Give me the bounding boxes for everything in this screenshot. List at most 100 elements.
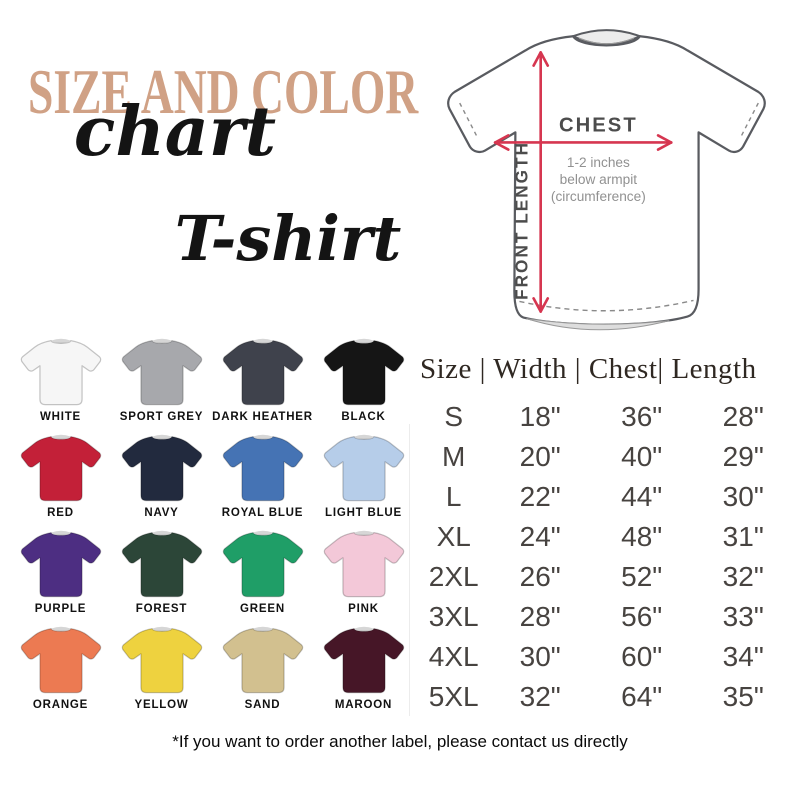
- cell-width: 32": [519, 681, 561, 712]
- swatch-orange: ORANGE: [10, 622, 111, 718]
- cell-length: 31": [722, 521, 764, 552]
- tshirt-swatch-image: [323, 626, 404, 694]
- title-tshirt: T-shirt: [174, 202, 402, 275]
- cell-chest: 48": [621, 521, 663, 552]
- tshirt-swatch-image: [20, 338, 101, 406]
- tshirt-swatch-image: [222, 626, 303, 694]
- chest-note-line2: below armpit: [560, 172, 638, 187]
- swatch-light-blue: LIGHT BLUE: [313, 430, 414, 526]
- cell-size: 4XL: [428, 641, 479, 672]
- swatch-sand: SAND: [212, 622, 313, 718]
- cell-width: 22": [519, 481, 561, 512]
- tshirt-swatch-image: [121, 530, 202, 598]
- swatch-purple: PURPLE: [10, 526, 111, 622]
- swatch-black: BLACK: [313, 334, 414, 430]
- cell-length: 32": [722, 561, 764, 592]
- swatch-label: PINK: [348, 603, 379, 615]
- size-table-header: Size | Width | Chest| Length: [420, 353, 757, 385]
- size-row-m: M 20" 40" 29": [418, 437, 794, 477]
- size-row-3xl: 3XL 28" 56" 33": [418, 597, 794, 637]
- title-size-and-color: SIZE AND COLOR: [28, 57, 419, 128]
- cell-chest: 52": [621, 561, 663, 592]
- swatch-label: RED: [47, 507, 74, 519]
- tshirt-swatch-image: [323, 434, 404, 502]
- tshirt-measurement-diagram: CHEST 1-2 inches below armpit (circumfer…: [447, 29, 766, 331]
- swatch-label: MAROON: [334, 699, 393, 711]
- size-table-rows: S 18" 36" 28" M 20" 40" 29" L 22" 44" 30…: [418, 397, 794, 717]
- swatch-navy: NAVY: [111, 430, 212, 526]
- cell-chest: 56": [621, 601, 663, 632]
- front-length-arrow: [532, 51, 550, 313]
- swatch-pink: PINK: [313, 526, 414, 622]
- size-row-2xl: 2XL 26" 52" 32": [418, 557, 794, 597]
- swatch-label: ROYAL BLUE: [221, 507, 304, 519]
- swatch-dark-heather: DARK HEATHER: [212, 334, 313, 430]
- collar-stitch-line: [578, 37, 635, 45]
- swatch-royal-blue: ROYAL BLUE: [212, 430, 313, 526]
- tshirt-swatch-image: [222, 338, 303, 406]
- tshirt-outline: [447, 35, 766, 326]
- tshirt-swatch-image: [20, 530, 101, 598]
- tshirt-back-hem: [526, 318, 670, 331]
- size-table: Size | Width | Chest| Length S 18" 36" 2…: [418, 353, 794, 717]
- swatch-label: GREEN: [240, 603, 285, 615]
- cell-length: 34": [722, 641, 764, 672]
- title-chart: chart: [73, 92, 277, 172]
- cell-size: S: [444, 401, 464, 432]
- cell-size: 2XL: [428, 561, 479, 592]
- swatch-label: LIGHT BLUE: [325, 507, 402, 519]
- cell-chest: 40": [621, 441, 663, 472]
- cell-length: 28": [722, 401, 764, 432]
- tshirt-swatch-image: [121, 626, 202, 694]
- tshirt-swatch-image: [222, 434, 303, 502]
- cell-width: 26": [519, 561, 561, 592]
- cell-chest: 60": [621, 641, 663, 672]
- cell-length: 29": [722, 441, 764, 472]
- cell-chest: 64": [621, 681, 663, 712]
- front-length-label: FRONT LENGTH: [512, 141, 532, 300]
- cell-length: 33": [722, 601, 764, 632]
- cell-chest: 44": [621, 481, 663, 512]
- cell-width: 28": [519, 601, 561, 632]
- swatch-label: BLACK: [341, 411, 386, 423]
- size-row-s: S 18" 36" 28": [418, 397, 794, 437]
- cell-width: 30": [519, 641, 561, 672]
- swatch-sport-grey: SPORT GREY: [111, 334, 212, 430]
- swatch-label: NAVY: [144, 507, 179, 519]
- cell-width: 20": [519, 441, 561, 472]
- color-swatch-grid: WHITE SPORT GREY DARK HEATHER BLACK RED …: [10, 334, 414, 718]
- cell-size: 3XL: [428, 601, 479, 632]
- swatch-label: ORANGE: [32, 699, 89, 711]
- chest-note-line3: (circumference): [551, 189, 646, 204]
- swatch-label: SAND: [244, 699, 281, 711]
- tshirt-swatch-image: [222, 530, 303, 598]
- tshirt-swatch-image: [323, 530, 404, 598]
- tshirt-swatch-image: [323, 338, 404, 406]
- swatch-label: SPORT GREY: [119, 411, 204, 423]
- swatch-label: YELLOW: [134, 699, 189, 711]
- tshirt-swatch-image: [20, 626, 101, 694]
- size-row-xl: XL 24" 48" 31": [418, 517, 794, 557]
- tshirt-swatch-image: [20, 434, 101, 502]
- swatch-yellow: YELLOW: [111, 622, 212, 718]
- size-row-l: L 22" 44" 30": [418, 477, 794, 517]
- left-sleeve-stitch: [459, 102, 478, 137]
- cell-size: 5XL: [428, 681, 479, 712]
- chest-arrow: [493, 134, 673, 151]
- size-row-5xl: 5XL 32" 64" 35": [418, 677, 794, 717]
- swatch-label: FOREST: [135, 603, 188, 615]
- size-row-4xl: 4XL 30" 60" 34": [418, 637, 794, 677]
- tshirt-swatch-image: [121, 338, 202, 406]
- swatch-red: RED: [10, 430, 111, 526]
- swatch-label: PURPLE: [34, 603, 87, 615]
- cell-length: 30": [722, 481, 764, 512]
- cell-length: 35": [722, 681, 764, 712]
- cell-size: M: [442, 441, 466, 472]
- tshirt-swatch-image: [121, 434, 202, 502]
- chest-note-line1: 1-2 inches: [567, 155, 630, 170]
- chest-label: CHEST: [559, 114, 638, 136]
- cell-size: XL: [436, 521, 471, 552]
- footer-note: *If you want to order another label, ple…: [172, 732, 628, 751]
- swatch-white: WHITE: [10, 334, 111, 430]
